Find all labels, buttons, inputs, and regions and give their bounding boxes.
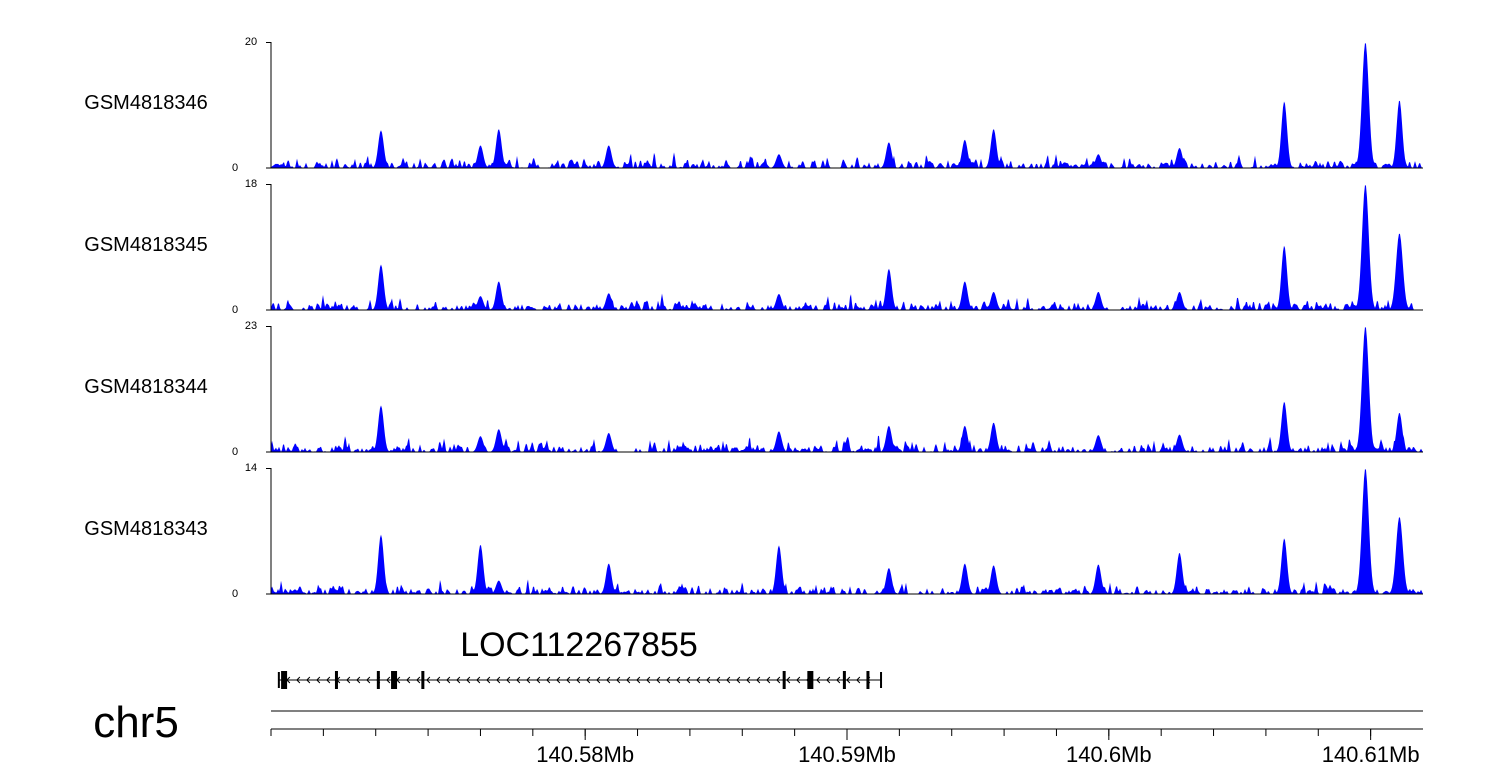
strand-arrow [736, 676, 741, 684]
y-tick-label-min: 0 [232, 588, 238, 600]
strand-arrow [506, 676, 511, 684]
strand-arrow [826, 676, 831, 684]
track-label: GSM4818346 [84, 92, 207, 114]
strand-arrow [786, 676, 791, 684]
coverage-tracks: 20 0 GSM4818346 18 0 GSM4818345 23 0 GSM4818344 1… [84, 36, 1423, 600]
strand-arrow [486, 676, 491, 684]
exon [391, 671, 398, 689]
strand-arrow [846, 676, 851, 684]
strand-arrow [626, 676, 631, 684]
gene-end-mark [880, 672, 883, 688]
chromosome-label: chr5 [93, 698, 179, 747]
strand-arrow [606, 676, 611, 684]
strand-arrow [596, 676, 601, 684]
strand-arrow [306, 676, 311, 684]
strand-arrow [686, 676, 691, 684]
strand-arrow [476, 676, 481, 684]
strand-arrow [536, 676, 541, 684]
x-tick-label: 140.6Mb [1066, 742, 1152, 767]
strand-arrow [706, 676, 711, 684]
strand-arrow [386, 676, 391, 684]
strand-arrow [426, 676, 431, 684]
track-label: GSM4818343 [84, 518, 207, 540]
exon [866, 671, 870, 689]
x-tick-label: 140.58Mb [536, 742, 634, 767]
exon [421, 671, 425, 689]
strand-arrow [726, 676, 731, 684]
coverage-area [271, 184, 1423, 310]
exon [782, 671, 786, 689]
y-tick-label-min: 0 [232, 304, 238, 316]
track-GSM4818345: 18 0 GSM4818345 [84, 178, 1423, 316]
strand-arrow [446, 676, 451, 684]
strand-arrow [366, 676, 371, 684]
strand-arrow [516, 676, 521, 684]
strand-arrow [656, 676, 661, 684]
track-label: GSM4818344 [84, 376, 207, 398]
strand-arrow [546, 676, 551, 684]
strand-arrow [456, 676, 461, 684]
track-GSM4818343: 14 0 GSM4818343 [84, 462, 1423, 600]
exon [334, 671, 338, 689]
exon [281, 671, 288, 689]
strand-arrow [756, 676, 761, 684]
strand-arrow [836, 676, 841, 684]
y-tick-label-max: 18 [245, 178, 257, 190]
strand-arrow [556, 676, 561, 684]
strand-arrow [316, 676, 321, 684]
exon [842, 671, 846, 689]
strand-arrow [666, 676, 671, 684]
strand-arrow [416, 676, 421, 684]
strand-arrow [676, 676, 681, 684]
strand-arrow [646, 676, 651, 684]
exon [376, 671, 380, 689]
strand-arrow [796, 676, 801, 684]
gene-name-label: LOC112267855 [460, 626, 698, 664]
coverage-area [271, 326, 1423, 452]
exon [807, 671, 814, 689]
strand-arrow [616, 676, 621, 684]
strand-arrow [696, 676, 701, 684]
genomic-axis: chr5 140.58Mb 140.59Mb 140.6Mb 140.61Mb [93, 698, 1423, 767]
strand-arrow [326, 676, 331, 684]
strand-arrow [346, 676, 351, 684]
strand-arrow [766, 676, 771, 684]
coverage-area [271, 468, 1423, 594]
strand-arrow [576, 676, 581, 684]
strand-arrow [296, 676, 301, 684]
strand-arrow [856, 676, 861, 684]
y-tick-label-min: 0 [232, 446, 238, 458]
strand-arrow [496, 676, 501, 684]
strand-arrow [716, 676, 721, 684]
track-GSM4818344: 23 0 GSM4818344 [84, 320, 1423, 458]
strand-arrow [636, 676, 641, 684]
strand-arrow [746, 676, 751, 684]
y-tick-label-max: 20 [245, 36, 257, 48]
track-label: GSM4818345 [84, 234, 207, 256]
strand-arrow [436, 676, 441, 684]
coverage-area [271, 42, 1423, 168]
y-tick-label-min: 0 [232, 162, 238, 174]
strand-arrow [566, 676, 571, 684]
x-tick-label: 140.59Mb [798, 742, 896, 767]
strand-arrow [466, 676, 471, 684]
x-tick-label: 140.61Mb [1322, 742, 1420, 767]
strand-arrow [816, 676, 821, 684]
y-tick-label-max: 23 [245, 320, 257, 332]
y-tick-label-max: 14 [245, 462, 257, 474]
strand-arrow [586, 676, 591, 684]
track-GSM4818346: 20 0 GSM4818346 [84, 36, 1423, 174]
strand-arrow [406, 676, 411, 684]
gene-annotation-track: LOC112267855 [277, 626, 883, 689]
gene-start-mark [277, 672, 280, 688]
strand-arrow [526, 676, 531, 684]
strand-arrow [356, 676, 361, 684]
strand-arrow [776, 676, 781, 684]
